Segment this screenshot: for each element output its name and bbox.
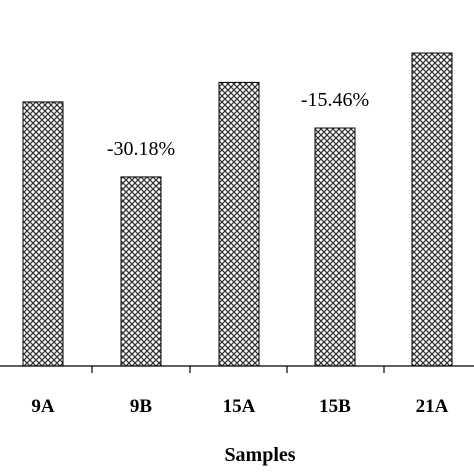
x-axis-title: Samples xyxy=(224,444,295,466)
data-labels: -30.18% -15.46% xyxy=(107,89,369,160)
x-tick-label-15B: 15B xyxy=(319,396,351,417)
bar-15A xyxy=(218,81,260,367)
x-axis-ticks xyxy=(91,366,385,373)
bars-group xyxy=(22,52,453,367)
x-tick-label-15A: 15A xyxy=(223,396,256,417)
data-label-9B: -30.18% xyxy=(107,138,175,160)
bar-9A xyxy=(22,101,64,367)
bar-15B xyxy=(314,127,356,367)
x-tick-labels: 9A 9B 15A 15B 21A xyxy=(31,396,448,417)
x-tick-label-9A: 9A xyxy=(31,396,55,417)
bar-9B xyxy=(120,176,162,367)
x-tick-label-21A: 21A xyxy=(416,396,449,417)
bar-21A xyxy=(411,52,453,367)
x-tick-label-9B: 9B xyxy=(130,396,153,417)
data-label-15B: -15.46% xyxy=(301,89,369,111)
